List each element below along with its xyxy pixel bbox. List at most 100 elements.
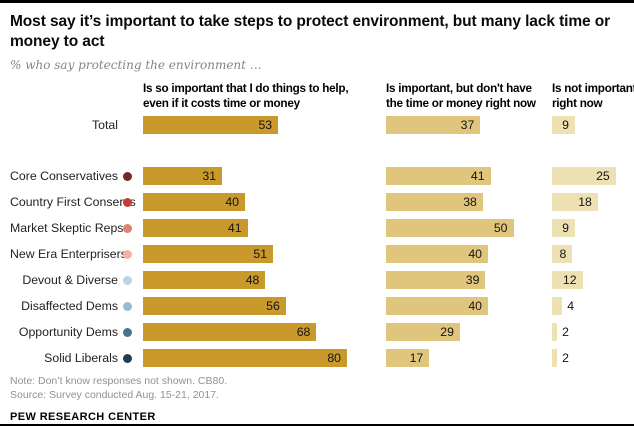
bar-row: Devout & Diverse 48 39 12	[10, 271, 624, 289]
group-dot	[123, 197, 132, 207]
group-dot	[123, 249, 132, 259]
column-header-important-no-time: Is important, but don't have the time or…	[386, 82, 536, 110]
bar-series-0: 51	[143, 245, 274, 263]
bar-value: 40	[225, 195, 239, 209]
bar-value: 80	[327, 351, 341, 365]
bar-cell: 25	[552, 167, 624, 185]
bar-series-1: 39	[386, 271, 486, 289]
bar-series-0: 68	[143, 323, 317, 341]
bar-value: 40	[468, 247, 482, 261]
bar-value: 12	[562, 273, 577, 287]
bar-cell: 40	[386, 245, 552, 263]
bar-series-0: 56	[143, 297, 286, 315]
bar-series-0: 31	[143, 167, 223, 185]
bar-series-0: 80	[143, 349, 347, 367]
bar-value: 68	[296, 325, 311, 339]
bar-cell: 9	[552, 116, 624, 134]
bar-series-1: 40	[386, 297, 488, 315]
pew-research-center-brand: PEW RESEARCH CENTER	[10, 411, 156, 423]
bar-series-0: 48	[143, 271, 266, 289]
row-label: Country First Conservs	[10, 195, 136, 209]
row-label: Disaffected Dems	[21, 299, 118, 313]
dot-cell	[118, 349, 143, 367]
bar-value: 39	[465, 273, 480, 287]
bar-rows: Total 53 37 9 Core Conservatives 31 41 25 Countr…	[10, 116, 624, 367]
bar-cell: 18	[552, 193, 624, 211]
group-dot	[123, 327, 132, 337]
bar-value: 2	[562, 325, 569, 339]
bar-cell: 4	[552, 297, 624, 315]
group-dot	[123, 301, 132, 311]
bar-row: Opportunity Dems 68 29 2	[10, 323, 624, 341]
row-label: Core Conservatives	[10, 169, 118, 183]
bar-series-1: 50	[386, 219, 514, 237]
bar-row: Total 53 37 9	[10, 116, 624, 134]
bar-cell: 41	[143, 219, 386, 237]
bar-value: 9	[562, 118, 569, 132]
bar-cell: 56	[143, 297, 386, 315]
bar-value: 4	[567, 299, 575, 313]
bar-value: 29	[440, 325, 454, 339]
bar-value: 40	[468, 299, 482, 313]
bar-value: 17	[409, 351, 424, 365]
bar-series-2: 25	[552, 167, 616, 185]
bar-series-2: 9	[552, 116, 575, 134]
bar-row: Core Conservatives 31 41 25	[10, 167, 624, 185]
bar-cell: 40	[143, 193, 386, 211]
bar-value: 56	[266, 299, 280, 313]
bar-series-1: 37	[386, 116, 481, 134]
bar-value: 25	[596, 169, 610, 183]
bar-cell: 2	[552, 349, 624, 367]
bar-cell: 39	[386, 271, 552, 289]
row-label: Devout & Diverse	[22, 273, 118, 287]
bar-series-1: 41	[386, 167, 491, 185]
bar-series-0: 41	[143, 219, 248, 237]
bar-value: 50	[493, 221, 508, 235]
bar-row: Market Skeptic Reps 41 50 9	[10, 219, 624, 237]
bar-value: 18	[578, 195, 592, 209]
bar-cell: 2	[552, 323, 624, 341]
bar-cell: 68	[143, 323, 386, 341]
group-dot	[123, 171, 132, 181]
row-label: Total	[92, 118, 118, 132]
bar-series-2	[552, 297, 563, 315]
row-label: Solid Liberals	[44, 351, 118, 365]
bar-series-1: 38	[386, 193, 483, 211]
bar-cell: 48	[143, 271, 386, 289]
bar-row: New Era Enterprisers 51 40 8	[10, 245, 624, 263]
bar-value: 38	[463, 195, 477, 209]
bar-series-1: 17	[386, 349, 430, 367]
row-label: New Era Enterprisers	[10, 247, 127, 261]
chart-title: Most say it’s important to take steps to…	[10, 13, 611, 50]
dot-cell	[118, 167, 143, 185]
bar-value: 53	[258, 118, 273, 132]
bar-series-1: 40	[386, 245, 488, 263]
bar-cell: 50	[386, 219, 552, 237]
bar-series-2: 12	[552, 271, 583, 289]
chart-source: Source: Survey conducted Aug. 15-21, 201…	[10, 388, 219, 401]
bar-series-0: 53	[143, 116, 279, 134]
dot-cell	[118, 323, 143, 341]
group-dot	[123, 223, 132, 233]
dot-cell	[118, 271, 143, 289]
bar-series-2	[552, 323, 558, 341]
bar-cell: 9	[552, 219, 624, 237]
chart-note: Note: Don’t know responses not shown. CB…	[10, 375, 228, 387]
bar-cell: 29	[386, 323, 552, 341]
bar-value: 37	[460, 118, 475, 132]
row-label: Opportunity Dems	[18, 325, 118, 339]
bar-cell: 12	[552, 271, 624, 289]
column-headers: Is so important that I do things to help…	[10, 78, 634, 111]
bar-row: Disaffected Dems 56 40 4	[10, 297, 624, 315]
bar-series-2: 8	[552, 245, 573, 263]
dot-cell	[118, 219, 143, 237]
dot-cell	[118, 297, 143, 315]
bar-series-0: 40	[143, 193, 245, 211]
bar-cell: 53	[143, 116, 386, 134]
bar-cell: 38	[386, 193, 552, 211]
bar-value: 31	[202, 169, 217, 183]
bar-cell: 31	[143, 167, 386, 185]
column-header-so-important: Is so important that I do things to help…	[143, 82, 349, 110]
bar-value: 51	[253, 247, 268, 261]
bar-cell: 51	[143, 245, 386, 263]
